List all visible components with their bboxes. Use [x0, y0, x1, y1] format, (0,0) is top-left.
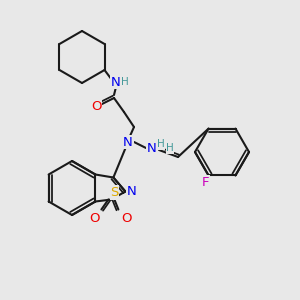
Text: F: F: [202, 176, 209, 189]
Text: N: N: [127, 185, 136, 198]
Text: N: N: [147, 142, 157, 154]
Text: O: O: [121, 212, 132, 225]
Text: N: N: [111, 76, 121, 88]
Text: S: S: [110, 186, 118, 199]
Text: H: H: [157, 139, 165, 149]
Text: O: O: [91, 100, 101, 112]
Text: N: N: [123, 136, 133, 148]
Text: O: O: [89, 212, 100, 225]
Text: H: H: [166, 143, 174, 153]
Text: H: H: [121, 77, 129, 87]
